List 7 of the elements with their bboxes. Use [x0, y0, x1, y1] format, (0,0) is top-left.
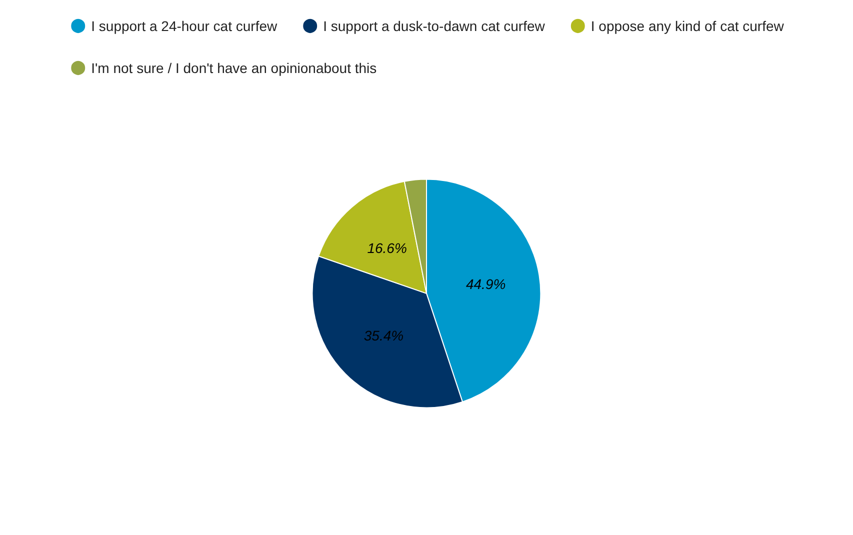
legend-label: I support a 24-hour cat curfew — [91, 18, 278, 34]
legend-label: I support a dusk-to-dawn cat curfew — [323, 18, 546, 34]
data-label: 44.9% — [466, 276, 506, 292]
legend-label: I'm not sure / I don't have an opinionabout this — [91, 60, 377, 76]
legend-label: I oppose any kind of cat curfew — [590, 18, 785, 34]
data-label: 35.4% — [364, 328, 404, 344]
data-label: 16.6% — [367, 240, 407, 256]
